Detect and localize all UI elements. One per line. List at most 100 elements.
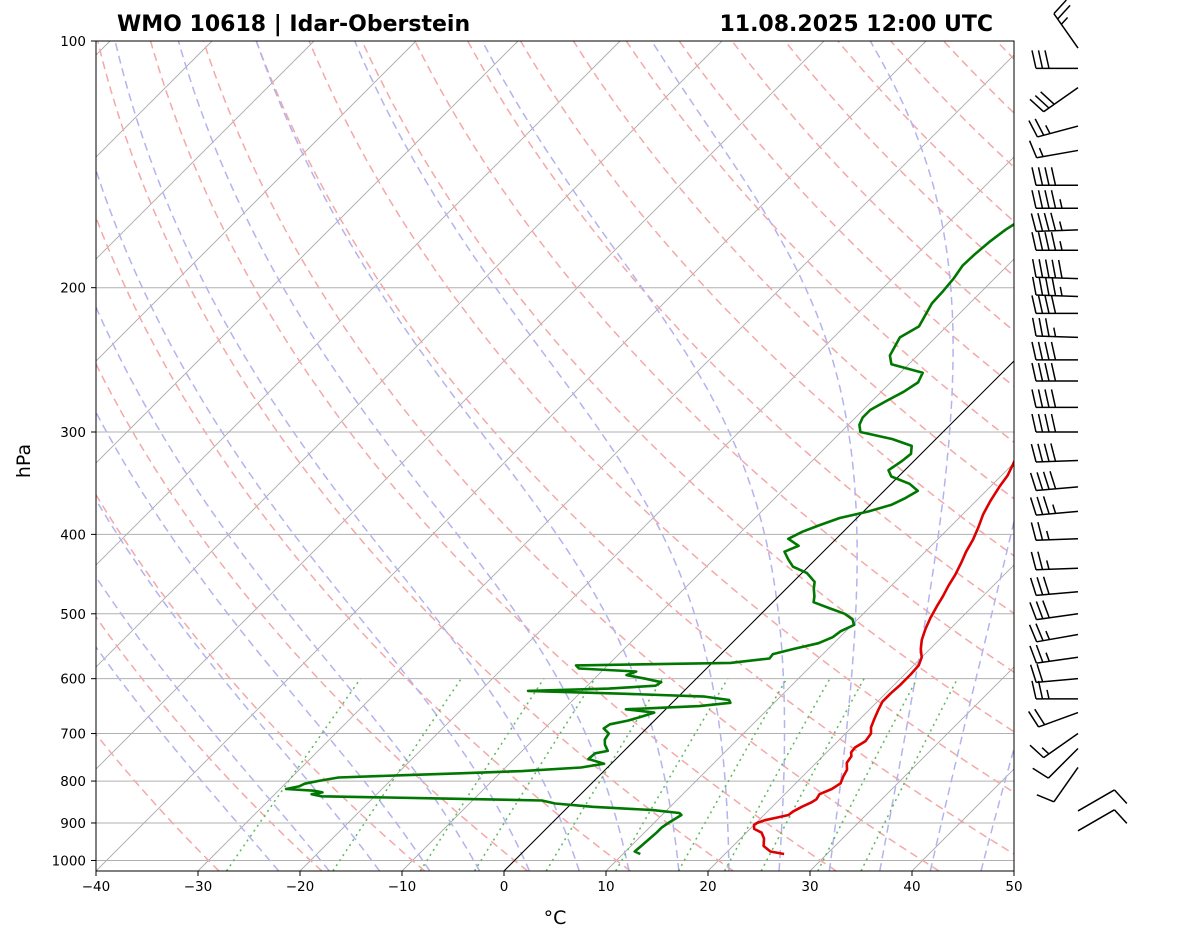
wind-barb-feather <box>1029 664 1037 683</box>
dry-adiabat <box>202 41 940 871</box>
dry-adiabat <box>467 41 1014 615</box>
isotherm-line <box>96 41 519 464</box>
wind-barb-feather <box>1030 443 1037 463</box>
wind-barb-feather <box>1043 212 1050 232</box>
wind-barb-staff <box>1047 747 1079 779</box>
isotherm-line <box>96 41 825 770</box>
wind-barb-feather <box>1037 341 1044 361</box>
dry-adiabat <box>96 493 426 871</box>
wind-barb-staff <box>1035 538 1079 542</box>
wind-barb-feather <box>1037 551 1044 570</box>
isotherm-line <box>605 462 1014 871</box>
reference-lines <box>96 41 1181 871</box>
mixing-ratio-line <box>473 678 596 871</box>
dry-adiabat <box>1049 41 1181 871</box>
wind-barb-feather <box>1050 341 1057 361</box>
wind-barb-feather <box>1044 50 1050 69</box>
x-tick-label: −20 <box>286 879 315 895</box>
wind-barb-feather <box>1044 389 1050 408</box>
moist-adiabat <box>177 41 630 871</box>
wind-barb-feather <box>1031 232 1037 251</box>
wind-barb-feather <box>1036 472 1044 491</box>
moist-adiabat <box>96 167 531 871</box>
wind-barbs <box>1027 0 1128 832</box>
wind-barb-feather <box>1031 190 1037 209</box>
wind-barb-feather <box>1042 471 1050 490</box>
wind-barb-half-feather <box>1058 221 1063 231</box>
moist-adiabat <box>354 41 730 871</box>
wind-barb-feather <box>1030 551 1037 570</box>
x-tick-label: −30 <box>184 879 213 895</box>
wind-barb-staff <box>1053 767 1079 803</box>
moist-adiabat <box>114 41 581 871</box>
dry-adiabat <box>784 41 1014 278</box>
wind-barb-feather <box>1057 4 1071 20</box>
dry-adiabat <box>361 41 1014 733</box>
dry-adiabat <box>96 362 529 871</box>
wind-barb-feather <box>1051 277 1057 296</box>
wind-barb-feather <box>1038 259 1044 278</box>
mixing-ratio-line <box>545 678 664 871</box>
y-tick-label: 300 <box>60 425 86 441</box>
wind-barb-feather <box>1035 623 1044 641</box>
wind-barb <box>1030 551 1079 571</box>
wind-barb-feather <box>1044 259 1050 278</box>
dry-adiabat <box>995 41 1014 61</box>
wind-barb-feather <box>1037 213 1044 232</box>
wind-barb-feather <box>1029 472 1037 491</box>
wind-barb-half-feather <box>1038 147 1044 157</box>
x-tick-label: 30 <box>801 879 818 895</box>
wind-barb-staff <box>1035 567 1079 571</box>
wind-barb <box>1029 496 1079 516</box>
wind-barb-feather <box>1050 389 1057 408</box>
mixing-ratio-line <box>615 678 729 871</box>
isotherm-line <box>1013 870 1014 871</box>
wind-barb-feather <box>1043 443 1050 462</box>
wind-barb-feather <box>1044 295 1050 314</box>
wind-barb-staff <box>1036 677 1079 684</box>
mixing-ratio-line <box>419 678 545 871</box>
wind-barb <box>1036 767 1079 803</box>
wind-barb <box>1028 140 1079 159</box>
mixing-ratio-line <box>332 678 462 871</box>
dry-adiabat <box>414 41 1014 674</box>
wind-barb-half-feather <box>1045 652 1050 662</box>
mixing-ratio-line <box>723 678 831 871</box>
wind-barb-feather <box>1044 190 1050 209</box>
x-axis-label: °C <box>544 907 567 929</box>
wind-barb <box>1029 663 1079 684</box>
moist-adiabat <box>869 41 954 871</box>
wind-barb-feather <box>1028 624 1038 643</box>
dry-adiabat <box>837 41 1014 223</box>
wind-barb-feather <box>1050 295 1057 314</box>
wind-barb-feather <box>1031 389 1037 408</box>
moist-adiabat <box>96 575 330 871</box>
wind-barb <box>1031 389 1078 409</box>
moist-adiabat <box>980 746 1014 871</box>
isotherm-line <box>96 41 723 668</box>
isotherm-line <box>96 41 927 871</box>
wind-barb-half-feather <box>1045 560 1050 570</box>
y-tick-label: 500 <box>60 607 86 623</box>
wind-barb <box>1031 50 1078 70</box>
wind-barb-staff <box>1077 809 1115 832</box>
wind-barb-feather <box>1037 190 1044 209</box>
wind-barb-feather <box>1037 389 1044 408</box>
wind-barb <box>1053 0 1079 49</box>
wind-barb-staff <box>1035 335 1079 339</box>
x-tick-label: 40 <box>903 879 920 895</box>
mixing-ratio-line <box>677 678 788 871</box>
wind-barb-feather <box>1057 259 1063 279</box>
wind-barb-staff <box>1043 732 1079 759</box>
wind-barb <box>1029 576 1079 597</box>
wind-barb-half-feather <box>1046 689 1050 700</box>
axis-ticks: −40 −30 −20 −10 0 10 20 30 40 50 1000 900 800 700 600 5… <box>52 34 1023 895</box>
x-tick-label: −40 <box>82 879 111 895</box>
y-tick-label: 1000 <box>52 853 86 869</box>
wind-barb-feather <box>1113 789 1128 805</box>
wind-barb-staff <box>1035 459 1079 463</box>
wind-barb <box>1031 341 1078 361</box>
y-tick-label: 700 <box>60 727 86 743</box>
wind-barb-feather <box>1029 645 1038 664</box>
